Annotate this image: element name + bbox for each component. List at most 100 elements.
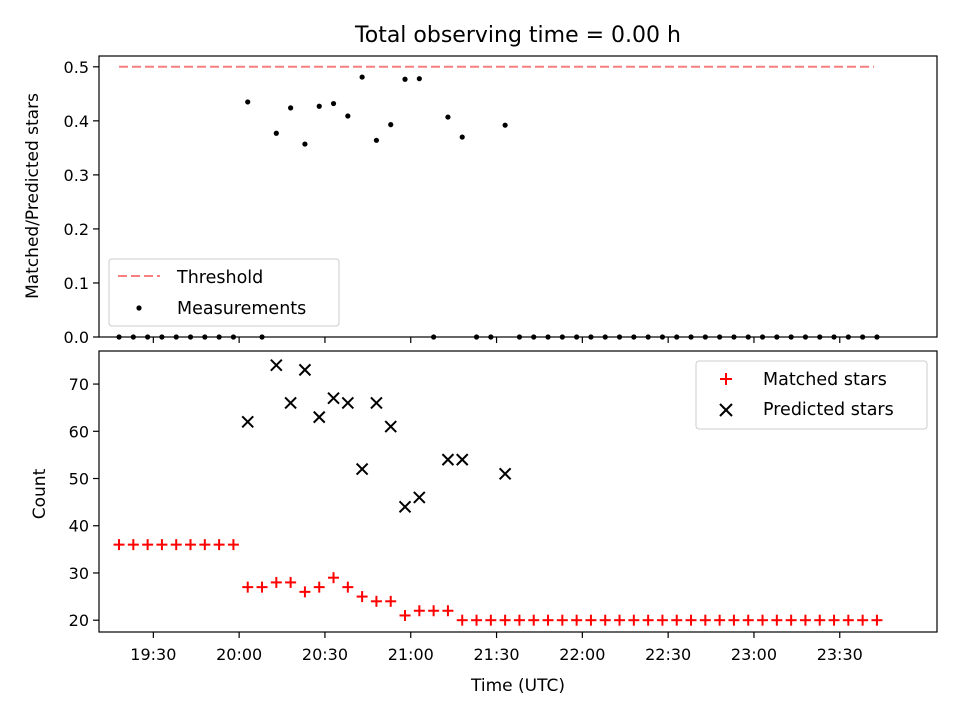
measurement-point	[459, 134, 465, 140]
matched-star-point	[270, 576, 282, 588]
matched-star-point	[771, 614, 783, 626]
legend-matched-label: Matched stars	[763, 370, 887, 390]
x-tick-label: 22:00	[559, 645, 605, 664]
matched-star-point	[328, 572, 340, 584]
matched-star-point	[742, 614, 754, 626]
y-tick-label: 30	[69, 564, 89, 583]
predicted-star-point	[270, 358, 283, 372]
y-tick-label: 60	[69, 422, 89, 441]
matched-star-point	[799, 614, 811, 626]
measurement-point	[502, 122, 508, 128]
matched-star-point	[456, 614, 468, 626]
matched-star-point	[642, 614, 654, 626]
matched-star-point	[485, 614, 497, 626]
predicted-star-point	[241, 415, 254, 429]
predicted-star-point	[413, 491, 426, 504]
legend-predicted-swatch	[719, 403, 733, 417]
bottom-y-axis-label: Count	[30, 468, 50, 519]
measurement-point	[373, 137, 380, 143]
x-tick-label: 19:30	[130, 645, 176, 664]
predicted-star-point	[313, 410, 326, 424]
measurement-point	[273, 130, 279, 136]
x-tick-label: 23:30	[817, 645, 863, 664]
predicted-star-point	[355, 462, 369, 476]
matched-star-point	[127, 539, 139, 551]
matched-star-point	[471, 614, 483, 626]
top-y-axis-label: Matched/Predicted stars	[23, 93, 43, 299]
matched-star-point	[199, 539, 211, 551]
legend-measurements-swatch	[136, 305, 142, 311]
matched-star-point	[785, 614, 797, 626]
x-tick-label: 20:30	[302, 645, 348, 664]
predicted-star-point	[298, 363, 312, 377]
matched-star-point	[499, 614, 511, 626]
y-tick-label: 0.5	[64, 58, 89, 77]
matched-star-point	[185, 539, 197, 551]
matched-star-point	[385, 595, 397, 607]
y-tick-label: 70	[69, 375, 89, 394]
x-tick-label: 21:30	[473, 645, 519, 664]
top-legend: Threshold Measurements	[108, 258, 340, 327]
x-axis-label: Time (UTC)	[470, 676, 565, 696]
measurement-point	[316, 103, 322, 109]
matched-star-point	[671, 614, 683, 626]
predicted-star-point	[441, 453, 455, 466]
measurement-point	[345, 113, 351, 119]
top-panel: 0.0 0.1 0.2 0.3 0.4 0.5 Matched/Predicted sta…	[23, 55, 938, 347]
predicted-star-point	[398, 500, 412, 514]
matched-star-point	[513, 614, 525, 626]
matched-star-point	[399, 609, 411, 621]
matched-star-point	[614, 614, 626, 626]
matched-star-point	[628, 614, 640, 626]
measurement-point	[416, 76, 422, 82]
count-points	[113, 358, 883, 626]
matched-star-point	[156, 539, 168, 551]
matched-star-point	[857, 614, 869, 626]
x-tick-label: 21:00	[388, 645, 434, 664]
matched-star-point	[213, 539, 225, 551]
matched-star-point	[585, 614, 597, 626]
y-tick-label: 0.4	[64, 112, 89, 131]
legend-predicted-label: Predicted stars	[763, 400, 894, 420]
matched-star-point	[685, 614, 697, 626]
matched-star-point	[656, 614, 668, 626]
measurement-point	[302, 141, 308, 147]
bottom-panel: 20 30 40 50 60 70 19:30 20:00 20:30 21:00 21:30 22…	[30, 350, 938, 696]
matched-star-point	[728, 614, 740, 626]
top-y-ticks: 0.0 0.1 0.2 0.3 0.4 0.5	[64, 58, 99, 347]
predicted-star-point	[384, 420, 397, 433]
matched-star-point	[871, 614, 883, 626]
matched-star-point	[814, 614, 826, 626]
matched-star-point	[342, 581, 354, 593]
matched-star-point	[757, 614, 769, 626]
x-tick-label: 22:30	[645, 645, 691, 664]
x-tick-label: 23:00	[731, 645, 777, 664]
bottom-legend-box	[695, 360, 928, 430]
y-tick-label: 0.0	[64, 328, 89, 347]
matched-star-point	[356, 591, 368, 603]
matched-star-point	[299, 586, 311, 598]
matched-star-point	[256, 581, 268, 593]
measurement-point	[245, 99, 251, 105]
matched-star-point	[528, 614, 540, 626]
y-tick-label: 40	[69, 517, 89, 536]
matched-star-point	[542, 614, 554, 626]
matched-star-point	[571, 614, 583, 626]
measurement-point	[330, 100, 337, 107]
measurement-point	[288, 105, 294, 111]
legend-measurements-label: Measurements	[177, 299, 306, 319]
y-tick-label: 20	[69, 611, 89, 630]
bottom-x-ticks: 19:30 20:00 20:30 21:00 21:30 22:00 22:30 23:00…	[130, 632, 863, 664]
matched-star-point	[714, 614, 726, 626]
matched-star-point	[413, 605, 425, 617]
predicted-star-point	[498, 467, 512, 480]
figure-title: Total observing time = 0.00 h	[354, 23, 681, 48]
measurement-points	[116, 74, 880, 340]
y-tick-label: 0.1	[64, 274, 89, 293]
matched-star-point	[599, 614, 611, 626]
measurement-point	[402, 76, 408, 82]
matched-star-point	[428, 605, 440, 617]
y-tick-label: 0.2	[64, 220, 89, 239]
measurement-point	[359, 74, 365, 80]
measurement-point	[388, 122, 394, 128]
